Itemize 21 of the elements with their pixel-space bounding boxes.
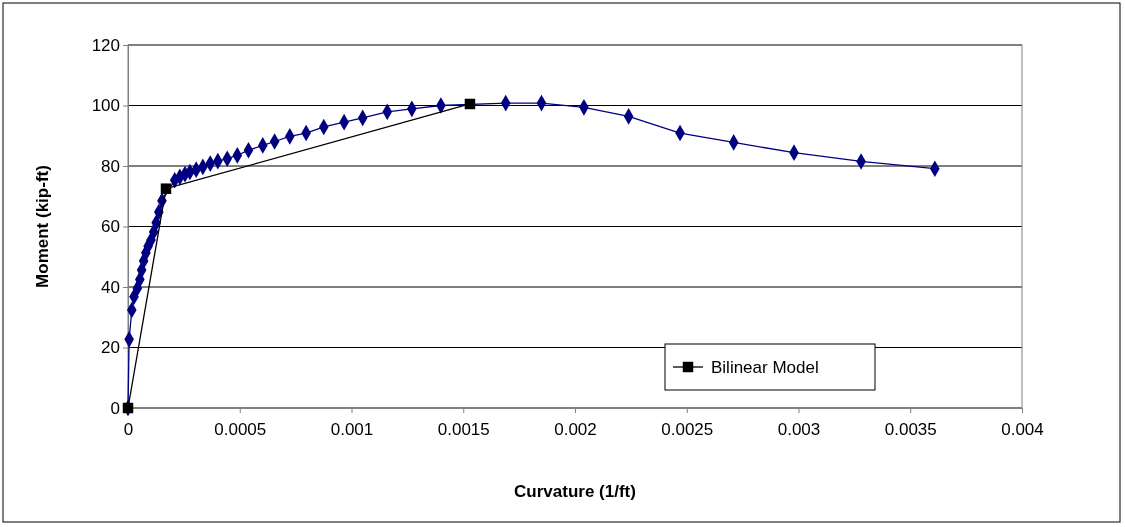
y-tick-label: 40 xyxy=(101,277,120,297)
point xyxy=(160,183,172,194)
y-tick-label: 0 xyxy=(110,398,120,418)
x-tick-label: 0.003 xyxy=(777,419,821,439)
x-axis-title: Curvature (1/ft) xyxy=(514,482,636,501)
y-axis-title: Moment (kip-ft) xyxy=(33,165,52,288)
point xyxy=(464,98,476,110)
x-tick-label: 0.0015 xyxy=(437,419,490,439)
x-tick-label: 0 xyxy=(123,419,134,439)
x-tick-label: 0.002 xyxy=(554,419,597,439)
legend-label: Bilinear Model xyxy=(711,358,819,377)
x-tick-label: 0.0035 xyxy=(884,419,937,439)
x-tick-label: 0.0005 xyxy=(214,419,267,439)
y-tick-label: 60 xyxy=(101,217,120,237)
x-tick-label: 0.001 xyxy=(330,419,374,439)
x-tick-label: 0.004 xyxy=(1001,419,1044,439)
y-tick-label: 80 xyxy=(101,156,120,176)
x-tick-label: 0.0025 xyxy=(661,419,714,439)
y-tick-label: 100 xyxy=(91,96,120,116)
y-tick-label: 20 xyxy=(101,338,120,358)
y-tick-label: 120 xyxy=(91,35,120,55)
